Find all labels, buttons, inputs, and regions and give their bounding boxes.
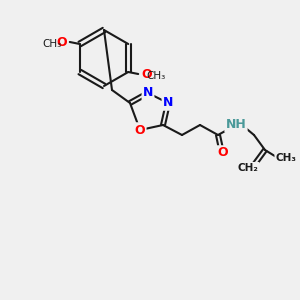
Text: N: N — [143, 86, 153, 100]
Text: CH₃: CH₃ — [147, 71, 166, 81]
Text: O: O — [218, 146, 228, 160]
Text: NH: NH — [226, 118, 246, 131]
Text: O: O — [135, 124, 145, 136]
Text: O: O — [56, 35, 67, 49]
Text: CH₃: CH₃ — [42, 39, 62, 49]
Text: CH₃: CH₃ — [275, 153, 296, 163]
Text: N: N — [163, 97, 173, 110]
Text: CH₂: CH₂ — [238, 163, 258, 173]
Text: O: O — [141, 68, 152, 80]
